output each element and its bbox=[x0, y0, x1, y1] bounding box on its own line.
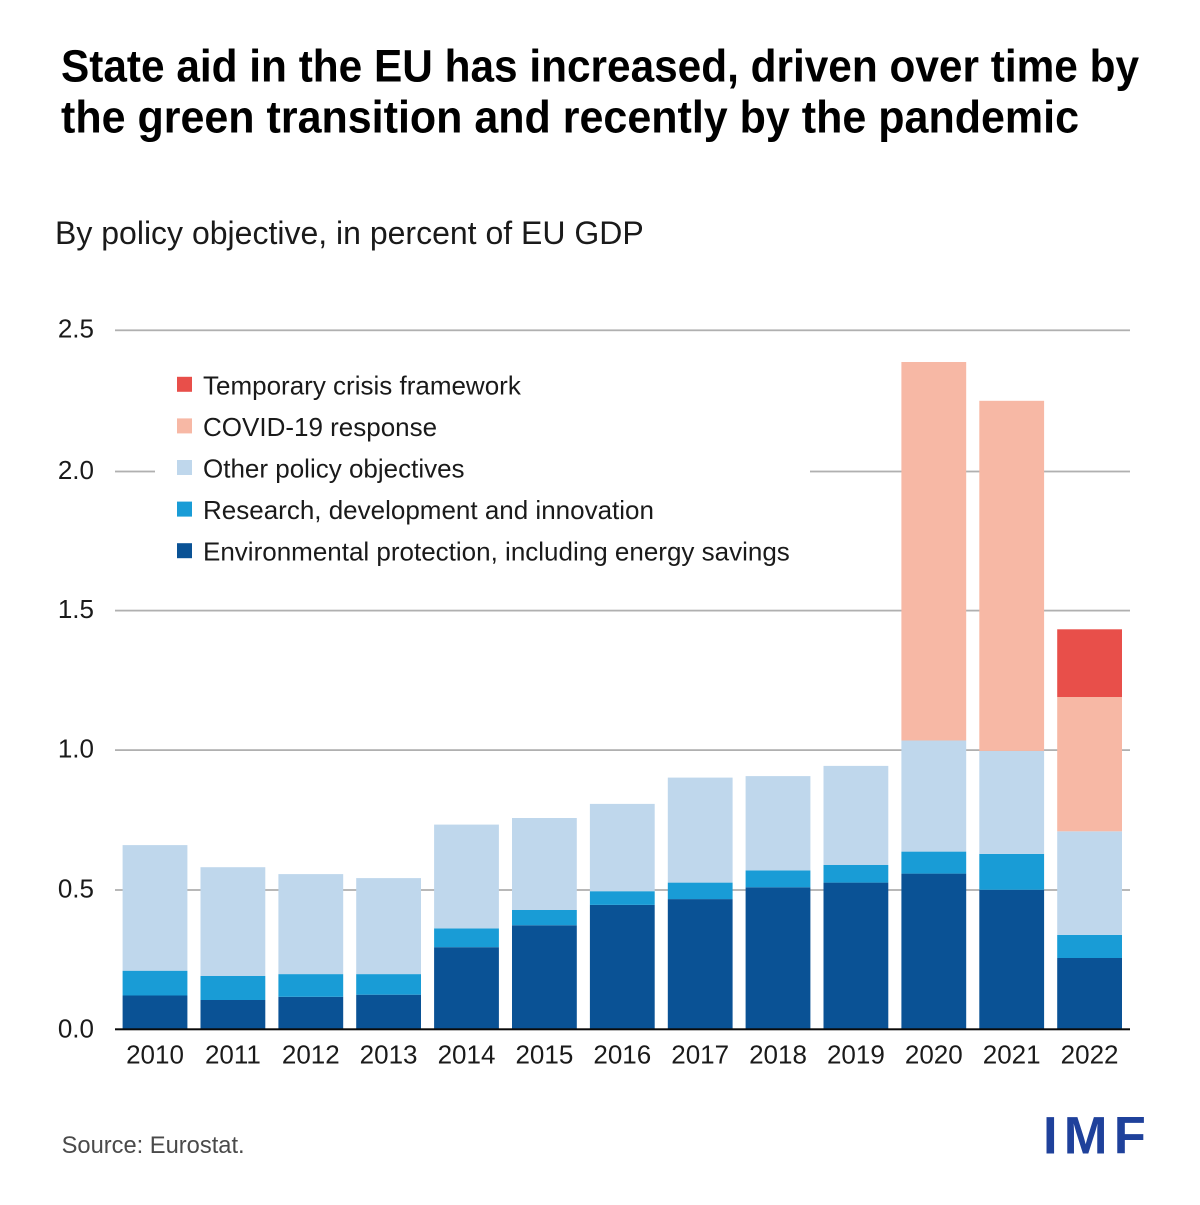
svg-text:2013: 2013 bbox=[360, 1040, 418, 1070]
svg-text:COVID-19 response: COVID-19 response bbox=[203, 412, 437, 442]
svg-text:2021: 2021 bbox=[983, 1040, 1041, 1070]
svg-text:Other policy objectives: Other policy objectives bbox=[203, 454, 465, 484]
svg-text:0.5: 0.5 bbox=[58, 873, 94, 903]
svg-text:2020: 2020 bbox=[905, 1040, 963, 1070]
svg-text:2.0: 2.0 bbox=[58, 455, 94, 485]
svg-text:2.5: 2.5 bbox=[58, 314, 94, 344]
svg-text:2015: 2015 bbox=[515, 1040, 573, 1070]
svg-text:2016: 2016 bbox=[593, 1040, 651, 1070]
svg-text:2014: 2014 bbox=[438, 1040, 496, 1070]
svg-text:2017: 2017 bbox=[671, 1040, 729, 1070]
svg-text:Source: Eurostat.: Source: Eurostat. bbox=[62, 1133, 245, 1159]
svg-text:Temporary crisis framework: Temporary crisis framework bbox=[203, 370, 522, 400]
svg-text:State aid in the EU has increa: State aid in the EU has increased, drive… bbox=[61, 40, 1139, 91]
svg-text:1.5: 1.5 bbox=[58, 594, 94, 624]
svg-text:2011: 2011 bbox=[205, 1040, 261, 1070]
svg-text:2010: 2010 bbox=[126, 1040, 184, 1070]
svg-text:By policy objective, in percen: By policy objective, in percent of EU GD… bbox=[55, 215, 644, 251]
svg-text:2022: 2022 bbox=[1061, 1040, 1119, 1070]
svg-text:Research, development and inno: Research, development and innovation bbox=[203, 495, 654, 525]
svg-text:the green transition and recen: the green transition and recently by the… bbox=[61, 91, 1079, 142]
svg-text:2012: 2012 bbox=[282, 1040, 340, 1070]
svg-text:0.0: 0.0 bbox=[58, 1013, 94, 1043]
svg-text:2018: 2018 bbox=[749, 1040, 807, 1070]
svg-text:1.0: 1.0 bbox=[58, 734, 94, 764]
svg-text:IMF: IMF bbox=[1043, 1107, 1152, 1166]
svg-text:Environmental protection, incl: Environmental protection, including ener… bbox=[203, 537, 790, 567]
svg-text:2019: 2019 bbox=[827, 1040, 885, 1070]
